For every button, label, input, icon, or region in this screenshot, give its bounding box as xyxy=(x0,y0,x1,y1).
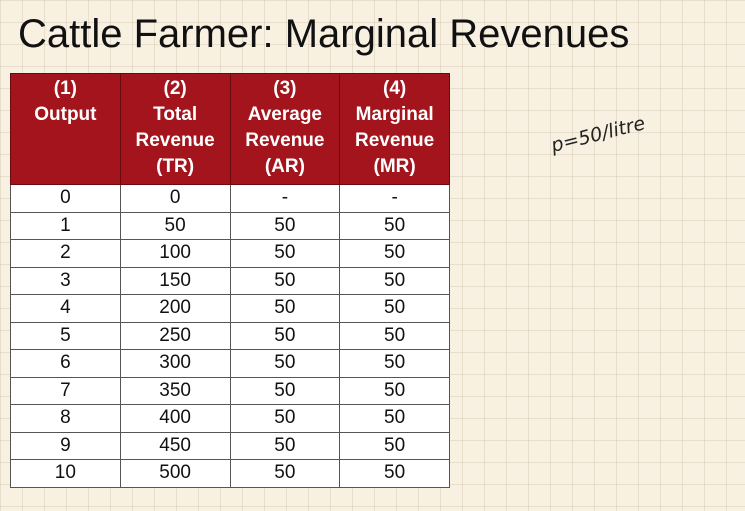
slide-title: Cattle Farmer: Marginal Revenues xyxy=(18,12,630,56)
note-text: p=50/litre xyxy=(548,112,648,157)
header-cell: (4) Marginal Revenue (MR) xyxy=(339,73,450,185)
header-line: (MR) xyxy=(373,156,416,177)
table-header: (1) Output (2) Total Revenue (TR) (3) Average Re… xyxy=(10,73,450,185)
header-cell: (1) Output xyxy=(10,73,121,185)
handwritten-note: p=50/litre xyxy=(548,112,648,157)
table-cell: 5 xyxy=(10,321,121,350)
table-cell: 0 xyxy=(10,184,121,213)
table-cell: 300 xyxy=(119,349,231,378)
header-cell: (2) Total Revenue (TR) xyxy=(119,73,231,185)
table-cell: 100 xyxy=(119,239,231,268)
table-cell: 250 xyxy=(119,321,231,350)
table-row: 10 500 50 50 xyxy=(10,459,450,488)
header-row: (1) Output (2) Total Revenue (TR) (3) Average Re… xyxy=(10,73,450,185)
table-cell: 50 xyxy=(229,376,341,405)
table-cell: 3 xyxy=(10,266,121,295)
header-line: Revenue xyxy=(355,130,435,151)
table-cell: 50 xyxy=(229,211,341,240)
table-cell: 150 xyxy=(119,266,231,295)
table-cell: 4 xyxy=(10,294,121,323)
table-cell: 0 xyxy=(119,184,231,213)
table-cell: 50 xyxy=(339,459,450,488)
header-line: Average xyxy=(247,104,323,125)
table-cell: 200 xyxy=(119,294,231,323)
table-cell: 50 xyxy=(229,294,341,323)
table-row: 3 150 50 50 xyxy=(10,266,450,295)
table-cell: 50 xyxy=(119,211,231,240)
table-cell: 50 xyxy=(339,431,450,460)
header-line: (1) xyxy=(53,78,77,99)
table-row: 2 100 50 50 xyxy=(10,239,450,268)
table-cell: 2 xyxy=(10,239,121,268)
table-cell: 50 xyxy=(339,211,450,240)
table-cell: 500 xyxy=(119,459,231,488)
header-line: (TR) xyxy=(156,156,195,177)
table-cell: 50 xyxy=(339,294,450,323)
table-cell: 50 xyxy=(339,239,450,268)
table-cell: 50 xyxy=(229,321,341,350)
header-line: Marginal xyxy=(355,104,434,125)
header-line: Total xyxy=(153,104,198,125)
table-cell: 7 xyxy=(10,376,121,405)
header-line: (3) xyxy=(273,78,297,99)
table-cell: 6 xyxy=(10,349,121,378)
table-cell: 50 xyxy=(229,239,341,268)
table-body: 0 0- -1 50 50 50 2 100 50 50 3 150 50 50 4 200 50 50 5 250 5… xyxy=(10,184,450,488)
table-row: 6 300 50 50 xyxy=(10,349,450,378)
table-row: 5 250 50 50 xyxy=(10,321,450,350)
table-cell: 50 xyxy=(229,266,341,295)
header-line: (4) xyxy=(383,78,407,99)
table-cell: 1 xyxy=(10,211,121,240)
table-cell: 50 xyxy=(229,404,341,433)
table-cell: - xyxy=(229,184,341,213)
table-cell: 50 xyxy=(339,349,450,378)
revenue-table: (1) Output (2) Total Revenue (TR) (3) Average Re… xyxy=(10,73,450,488)
table-cell: 8 xyxy=(10,404,121,433)
table-row: 7 350 50 50 xyxy=(10,376,450,405)
table-row: 4 200 50 50 xyxy=(10,294,450,323)
table-row: 1 50 50 50 xyxy=(10,211,450,240)
table-cell: 50 xyxy=(339,376,450,405)
table-cell: 450 xyxy=(119,431,231,460)
table-cell: 50 xyxy=(339,321,450,350)
header-line: Revenue xyxy=(245,130,325,151)
table-cell: 9 xyxy=(10,431,121,460)
table-row: 8 400 50 50 xyxy=(10,404,450,433)
table-cell: - xyxy=(339,184,450,213)
table-row: 9 450 50 50 xyxy=(10,431,450,460)
table-cell: 10 xyxy=(10,459,121,488)
table-cell: 50 xyxy=(339,266,450,295)
header-line: Revenue xyxy=(135,130,215,151)
table-cell: 400 xyxy=(119,404,231,433)
table-cell: 50 xyxy=(229,459,341,488)
table-cell: 50 xyxy=(229,349,341,378)
header-line: (2) xyxy=(163,78,187,99)
table-cell: 350 xyxy=(119,376,231,405)
header-cell: (3) Average Revenue (AR) xyxy=(229,73,341,185)
table-cell: 50 xyxy=(229,431,341,460)
header-line: (AR) xyxy=(264,156,305,177)
table-cell: 50 xyxy=(339,404,450,433)
header-line: Output xyxy=(34,104,97,125)
